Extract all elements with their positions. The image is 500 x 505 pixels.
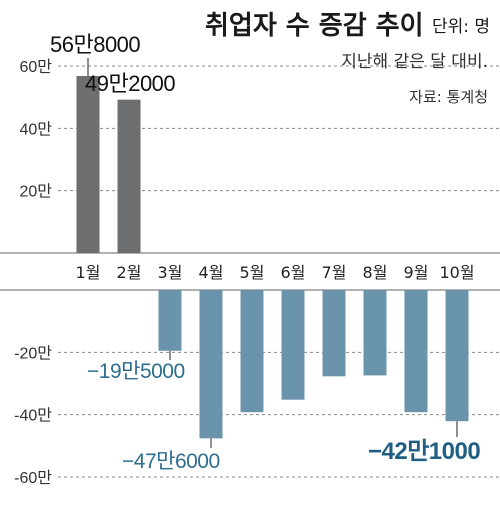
unit-label: 단위: 명 — [432, 17, 490, 37]
data-labels: 56만8000 49만2000 −19만5000 −47만6000 −42만1000 — [50, 32, 481, 473]
bar-3 — [158, 290, 182, 351]
bar-2 — [117, 99, 141, 253]
source-note: 자료: 통계청 — [409, 88, 488, 106]
x-tick-label: 4월 — [199, 263, 224, 282]
y-tick-label: 20만 — [19, 183, 52, 201]
y-axis-ticks: 60만 40만 20만 -20만 -40만 -60만 — [14, 58, 52, 487]
x-tick-label: 2월 — [117, 263, 142, 282]
bar-4 — [199, 290, 223, 439]
chart-title: 취업자 수 증감 추이 — [205, 11, 424, 41]
bar-1 — [76, 75, 100, 254]
bar-8 — [363, 290, 387, 376]
x-tick-label: 10월 — [439, 263, 474, 282]
data-label-10: −42만1000 — [368, 438, 480, 465]
bar-10 — [445, 290, 469, 422]
y-tick-label: -20만 — [14, 344, 52, 362]
data-label-4: −47만6000 — [122, 450, 220, 473]
x-axis-ticks: 1월 2월 3월 4월 5월 6월 7월 8월 9월 10월 — [76, 263, 475, 282]
y-tick-label: 60만 — [19, 58, 52, 76]
bar-6 — [281, 290, 305, 400]
chart-subtitle: 지난해 같은 달 대비. — [341, 52, 488, 72]
y-tick-label: -60만 — [14, 469, 52, 487]
y-tick-label: 40만 — [19, 120, 52, 138]
bar-9 — [404, 290, 428, 413]
x-tick-label: 6월 — [281, 263, 306, 282]
x-tick-label: 9월 — [404, 263, 429, 282]
x-tick-label: 5월 — [240, 263, 265, 282]
x-tick-label: 7월 — [322, 263, 347, 282]
y-tick-label: -40만 — [14, 407, 52, 425]
bar-5 — [240, 290, 264, 413]
x-tick-label: 3월 — [158, 263, 183, 282]
data-label-3: −19만5000 — [87, 360, 185, 383]
data-label-2: 49만2000 — [85, 71, 175, 96]
bars — [76, 75, 469, 439]
x-tick-label: 8월 — [363, 263, 388, 282]
data-label-1: 56만8000 — [50, 32, 140, 57]
x-tick-label: 1월 — [76, 263, 101, 282]
bar-7 — [322, 290, 346, 377]
